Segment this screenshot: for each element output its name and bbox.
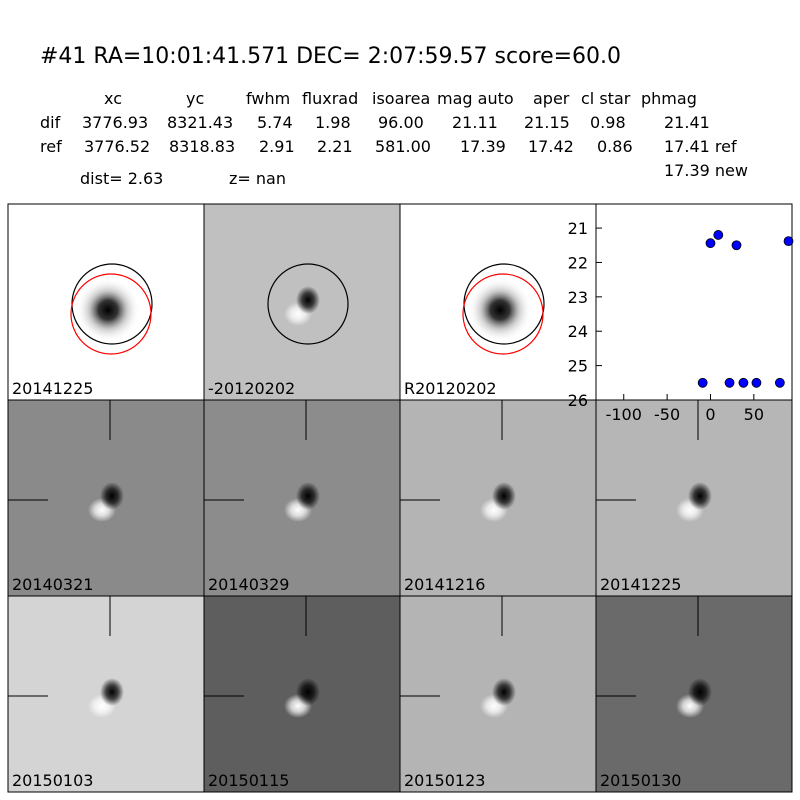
point — [783, 236, 794, 247]
dipole-dark — [100, 678, 124, 706]
column-header: aper — [533, 89, 570, 108]
table-cell: 1.98 — [315, 113, 351, 132]
y-tick-label: 21 — [568, 219, 588, 238]
dipole-dark — [492, 678, 516, 706]
panel-label: 20140321 — [12, 575, 93, 594]
image-panel: 20150123 — [399, 595, 597, 793]
dist: dist= 2.63 — [80, 169, 163, 188]
table-cell: 8321.43 — [167, 113, 233, 132]
table-cell: 0.98 — [590, 113, 626, 132]
image-panel: 20140321 — [7, 399, 205, 597]
aperture-red — [70, 273, 152, 355]
table-cell: 17.39 — [460, 137, 506, 156]
table-cell: 21.15 — [524, 113, 570, 132]
image-panel: 20150103 — [7, 595, 205, 793]
y-tick-label: 22 — [568, 253, 588, 272]
dipole-dark — [296, 482, 320, 510]
image-panel: 20141225 — [595, 399, 793, 597]
title: #41 RA=10:01:41.571 DEC= 2:07:59.57 scor… — [40, 44, 621, 69]
y-tick-label: 25 — [568, 357, 588, 376]
phmag-new: 17.39 new — [664, 161, 748, 180]
table-cell: 581.00 — [375, 137, 431, 156]
aperture-red — [462, 273, 544, 355]
panel-label: 20150130 — [600, 771, 681, 790]
plot-area — [595, 203, 793, 401]
column-header: cl star — [581, 89, 631, 108]
dipole-dark — [296, 678, 320, 706]
star — [468, 278, 532, 342]
table-cell: 17.41 ref — [664, 137, 737, 156]
panel-label: 20141225 — [600, 575, 681, 594]
column-header: yc — [186, 89, 204, 108]
table-cell: 96.00 — [378, 113, 424, 132]
table-cell: ref — [40, 137, 62, 156]
panel-label: 20150123 — [404, 771, 485, 790]
column-header: fwhm — [246, 89, 290, 108]
panel-label: R20120202 — [404, 379, 497, 398]
column-header: xc — [104, 89, 122, 108]
image-panel: 20150115 — [203, 595, 401, 793]
dipole-dark — [688, 678, 712, 706]
table-cell: 8318.83 — [169, 137, 235, 156]
table-cell: 0.86 — [597, 137, 633, 156]
column-header: fluxrad — [302, 89, 358, 108]
image-panel: 20141225 — [7, 203, 205, 401]
x-tick-label: 50 — [744, 405, 764, 424]
panel-label: -20120202 — [208, 379, 295, 398]
table-cell: 2.21 — [317, 137, 353, 156]
image-panel: R20120202 — [399, 203, 597, 401]
image-panel: -20120202 — [203, 203, 401, 401]
point — [751, 377, 762, 388]
point — [774, 377, 785, 388]
column-header: isoarea — [372, 89, 430, 108]
point — [724, 377, 735, 388]
table-cell: 21.41 — [664, 113, 710, 132]
table-cell: 17.42 — [528, 137, 574, 156]
point — [697, 377, 708, 388]
panel-label: 20141216 — [404, 575, 485, 594]
dipole-dark — [296, 286, 320, 314]
point — [738, 377, 749, 388]
z: z= nan — [229, 169, 286, 188]
y-tick-label: 24 — [568, 322, 588, 341]
column-header: mag auto — [437, 89, 514, 108]
table-cell: 2.91 — [259, 137, 295, 156]
y-tick-label: 23 — [568, 288, 588, 307]
image-panel: 20140329 — [203, 399, 401, 597]
dipole-dark — [492, 482, 516, 510]
panel-label: 20150103 — [12, 771, 93, 790]
table-cell: 3776.52 — [84, 137, 150, 156]
panel-label: 20140329 — [208, 575, 289, 594]
column-header: phmag — [641, 89, 697, 108]
dipole-dark — [100, 482, 124, 510]
point — [713, 230, 724, 240]
panel-label: 20150115 — [208, 771, 289, 790]
image-panel: 20141216 — [399, 399, 597, 597]
table-cell: 5.74 — [257, 113, 293, 132]
image-panel: 20150130 — [595, 595, 793, 793]
x-tick-label: -50 — [654, 405, 680, 424]
x-tick-label: -100 — [606, 405, 642, 424]
y-tick-label: 26 — [568, 391, 588, 410]
aperture-black — [267, 263, 349, 345]
table-cell: 21.11 — [452, 113, 498, 132]
table-cell: dif — [40, 113, 61, 132]
table-cell: 3776.93 — [82, 113, 148, 132]
point — [731, 240, 742, 251]
point — [705, 238, 716, 249]
dipole-dark — [688, 482, 712, 510]
panel-label: 20141225 — [12, 379, 93, 398]
star — [76, 278, 140, 342]
x-tick-label: 0 — [705, 405, 715, 424]
